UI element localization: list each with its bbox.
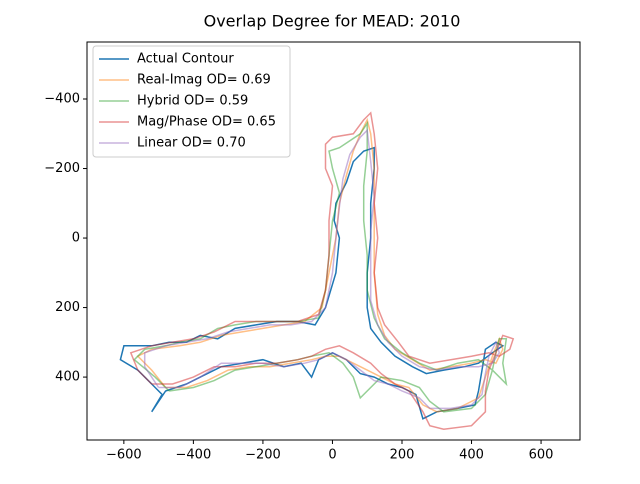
legend-box <box>92 45 291 158</box>
legend-label: Actual Contour <box>137 52 234 67</box>
y-tick-label: 400 <box>55 370 80 385</box>
x-tick-label: −400 <box>176 448 212 463</box>
x-tick-label: 600 <box>529 448 554 463</box>
x-tick-label: 0 <box>328 448 336 463</box>
legend-label: Hybrid OD= 0.59 <box>137 94 248 109</box>
chart-title: Overlap Degree for MEAD: 2010 <box>204 12 461 31</box>
y-tick-label: −200 <box>44 161 80 176</box>
x-tick-label: −600 <box>106 448 142 463</box>
x-tick-label: 200 <box>390 448 415 463</box>
y-tick-label: −400 <box>44 92 80 107</box>
legend-label: Real-Imag OD= 0.69 <box>137 73 271 88</box>
y-tick-label: 0 <box>72 231 80 246</box>
legend-label: Linear OD= 0.70 <box>137 136 246 151</box>
legend-label: Mag/Phase OD= 0.65 <box>137 115 276 130</box>
contour-line <box>129 111 515 430</box>
plot-frame <box>86 41 581 441</box>
y-tick-label: 200 <box>55 300 80 315</box>
x-tick-label: 400 <box>459 448 484 463</box>
x-tick-label: −200 <box>245 448 281 463</box>
contour-line <box>143 128 501 410</box>
